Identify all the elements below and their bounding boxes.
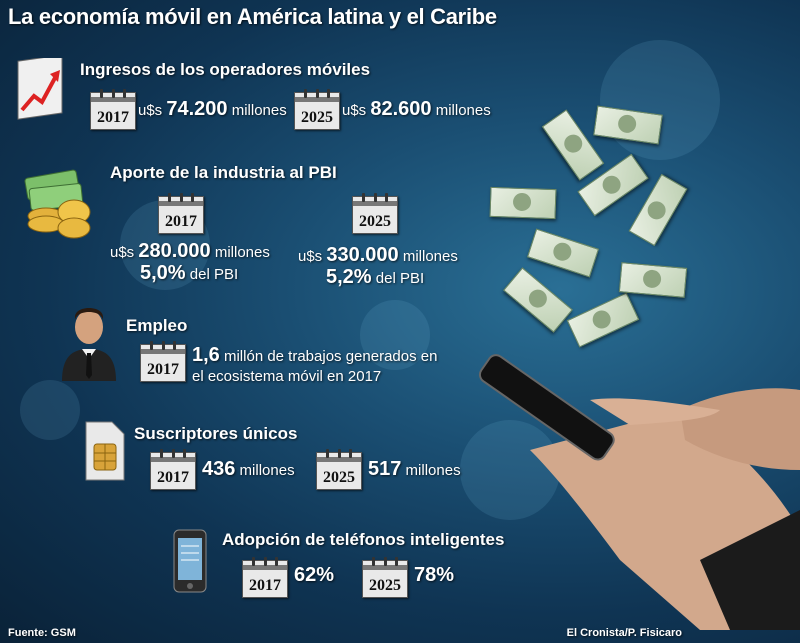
dollar-bill [526, 228, 600, 278]
percentage: 5,0% [140, 262, 186, 284]
unit: millones [405, 462, 461, 479]
bokeh-light [360, 300, 430, 370]
year-label: 2025 [369, 577, 401, 594]
year-label: 2017 [147, 361, 179, 378]
sim-card-icon [85, 421, 125, 481]
calendar-icon: 2025 [316, 449, 362, 490]
calendar-icon: 2017 [242, 557, 288, 598]
dollar-bill [618, 262, 688, 298]
currency-prefix: u$s [342, 102, 367, 119]
percentage: 62% [294, 564, 335, 586]
growth-chart-icon [17, 58, 63, 120]
year-label: 2017 [249, 577, 281, 594]
amount: 82.600 [370, 98, 432, 120]
bokeh-light [600, 40, 720, 160]
empleo-line-2: el ecosistema móvil en 2017 [192, 368, 382, 385]
amount: 74.200 [166, 98, 228, 120]
aporte-2017-pct: 5,0% del PBI [140, 262, 238, 285]
year-label: 2025 [323, 469, 355, 486]
aporte-2017-value: u$s 280.000 millones [110, 240, 270, 263]
amount: 330.000 [326, 244, 399, 266]
empleo-line-1: 1,6 millón de trabajos generados en [192, 344, 437, 367]
year-label: 2017 [97, 109, 129, 126]
page-title: La economía móvil en América latina y el… [8, 4, 497, 29]
calendar-icon: 2017 [158, 193, 204, 234]
year-label: 2017 [157, 469, 189, 486]
hand-holding-phone-illustration [478, 354, 800, 630]
unit: millones [435, 102, 491, 119]
calendar-icon: 2025 [352, 193, 398, 234]
year-label: 2025 [301, 109, 333, 126]
smartphone-icon [173, 529, 207, 593]
dollar-bill [503, 267, 573, 333]
unit: millones [214, 244, 270, 261]
amount: 280.000 [138, 240, 211, 262]
aporte-2025-pct: 5,2% del PBI [326, 266, 424, 289]
unit: millones [239, 462, 295, 479]
calendar-icon: 2025 [362, 557, 408, 598]
money-coins-icon [24, 169, 91, 239]
amount: 517 [368, 458, 402, 480]
calendar-icon: 2025 [294, 89, 340, 130]
calendar-icon: 2017 [150, 449, 196, 490]
ingresos-2017-value: u$s 74.200 millones [138, 98, 287, 121]
currency-prefix: u$s [298, 248, 323, 265]
source-label: Fuente: [8, 627, 48, 639]
dollar-bill [489, 186, 557, 220]
section-title-adopcion: Adopción de teléfonos inteligentes [222, 530, 505, 549]
bokeh-light [20, 380, 80, 440]
calendar-icon: 2017 [90, 89, 136, 130]
businessman-icon [62, 308, 116, 381]
percentage: 78% [414, 564, 455, 586]
unit: millones [402, 248, 458, 265]
unit: millones [231, 102, 287, 119]
currency-prefix: u$s [110, 244, 135, 261]
source-credit: Fuente: GSM [8, 627, 76, 639]
jobs-description: millón de trabajos generados en [223, 348, 438, 365]
section-title-suscriptores: Suscriptores únicos [134, 424, 298, 443]
pct-label: del PBI [189, 266, 239, 283]
jobs-amount: 1,6 [192, 344, 220, 366]
suscriptores-2017-value: 436 millones [202, 458, 295, 481]
bokeh-light [460, 420, 560, 520]
section-title-aporte: Aporte de la industria al PBI [110, 163, 337, 182]
section-title-empleo: Empleo [126, 316, 188, 335]
source-name: GSM [50, 627, 76, 639]
suscriptores-2025-value: 517 millones [368, 458, 461, 481]
author-credit: El Cronista/P. Fisicaro [566, 627, 682, 639]
year-label: 2017 [165, 213, 197, 230]
aporte-2025-value: u$s 330.000 millones [298, 244, 458, 267]
calendar-icon: 2017 [140, 341, 186, 382]
section-title-ingresos: Ingresos de los operadores móviles [80, 60, 371, 79]
pct-label: del PBI [375, 270, 425, 287]
ingresos-2025-value: u$s 82.600 millones [342, 98, 491, 121]
percentage: 5,2% [326, 266, 372, 288]
adopcion-2017-value: 62% [294, 564, 334, 587]
currency-prefix: u$s [138, 102, 163, 119]
amount: 436 [202, 458, 236, 480]
year-label: 2025 [359, 213, 391, 230]
adopcion-2025-value: 78% [414, 564, 454, 587]
